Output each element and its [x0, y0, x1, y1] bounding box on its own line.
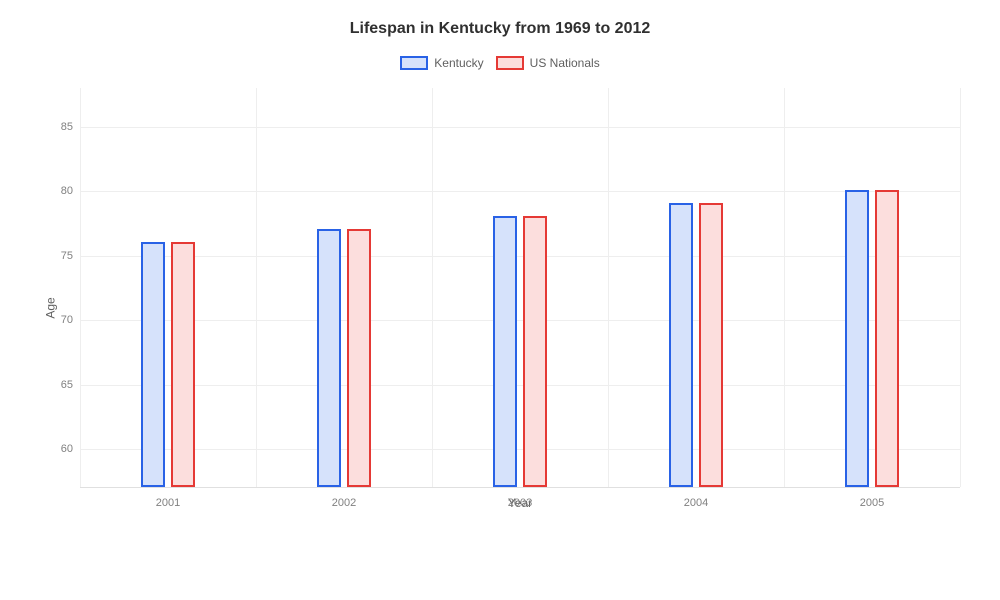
chart-title: Lifespan in Kentucky from 1969 to 2012: [30, 20, 970, 38]
vgrid-line: [80, 88, 81, 487]
vgrid-line: [960, 88, 961, 487]
y-tick-label: 70: [45, 314, 73, 326]
hgrid-line: [80, 127, 960, 128]
y-tick-label: 60: [45, 443, 73, 455]
bar-kentucky: [669, 203, 693, 487]
vgrid-line: [608, 88, 609, 487]
x-tick-label: 2002: [332, 497, 356, 509]
y-tick-label: 65: [45, 379, 73, 391]
chart-container: Lifespan in Kentucky from 1969 to 2012 K…: [0, 0, 1000, 600]
legend-item-usnationals: US Nationals: [496, 56, 600, 70]
legend-label-usnationals: US Nationals: [530, 56, 600, 70]
x-tick-label: 2001: [156, 497, 180, 509]
plot-wrap: Age 60657075808520012002200320042005 Yea…: [80, 88, 960, 528]
hgrid-line: [80, 256, 960, 257]
vgrid-line: [432, 88, 433, 487]
legend-item-kentucky: Kentucky: [400, 56, 483, 70]
x-tick-label: 2005: [860, 497, 884, 509]
y-tick-label: 85: [45, 121, 73, 133]
hgrid-line: [80, 191, 960, 192]
x-tick-label: 2003: [508, 497, 532, 509]
bar-us-nationals: [523, 216, 547, 487]
legend-swatch-usnationals: [496, 56, 524, 70]
bar-kentucky: [493, 216, 517, 487]
hgrid-line: [80, 449, 960, 450]
vgrid-line: [256, 88, 257, 487]
hgrid-line: [80, 385, 960, 386]
legend-swatch-kentucky: [400, 56, 428, 70]
legend: Kentucky US Nationals: [30, 56, 970, 70]
bar-us-nationals: [347, 229, 371, 487]
hgrid-line: [80, 320, 960, 321]
vgrid-line: [784, 88, 785, 487]
bar-us-nationals: [171, 242, 195, 487]
bar-kentucky: [317, 229, 341, 487]
plot-area: 60657075808520012002200320042005: [80, 88, 960, 488]
bar-kentucky: [845, 190, 869, 487]
y-tick-label: 80: [45, 185, 73, 197]
x-tick-label: 2004: [684, 497, 708, 509]
y-tick-label: 75: [45, 250, 73, 262]
bar-us-nationals: [699, 203, 723, 487]
bar-us-nationals: [875, 190, 899, 487]
bar-kentucky: [141, 242, 165, 487]
legend-label-kentucky: Kentucky: [434, 56, 483, 70]
